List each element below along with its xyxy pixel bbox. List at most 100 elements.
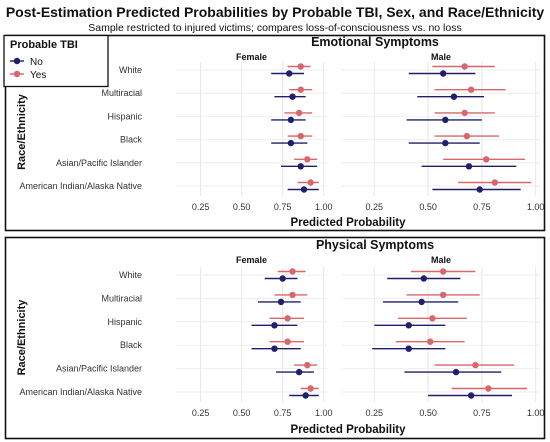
category-label: Asian/Pacific Islander	[56, 158, 142, 168]
data-point	[297, 163, 304, 170]
category-label: White	[119, 270, 142, 280]
data-point	[439, 268, 447, 275]
x-tick-label: 0.75	[473, 202, 491, 212]
category-label: Asian/Pacific Islander	[56, 364, 142, 374]
data-point	[307, 385, 314, 392]
facet-male: Male 0.25 0.50 0.75 1.00	[342, 255, 544, 418]
panel-emotional-symptoms: Emotional Symptoms Female 0.25 0.50 0.75 1.00…	[3, 34, 546, 232]
data-point	[304, 156, 311, 163]
x-tick-label: 0.25	[366, 408, 384, 418]
data-point	[439, 291, 447, 299]
facet-label: Female	[236, 52, 267, 62]
data-point	[279, 275, 286, 282]
data-point	[450, 93, 458, 100]
legend-swatch-point	[13, 57, 21, 65]
facet-male: Male 0.25 0.50 0.75 1.00	[342, 52, 544, 212]
legend-label-no: No	[30, 57, 43, 68]
chart-title: Post-Estimation Predicted Probabilities …	[5, 4, 545, 20]
legend: Probable TBI No Yes	[3, 34, 109, 88]
data-point	[295, 368, 303, 376]
category-label: White	[119, 65, 142, 75]
data-point	[304, 361, 311, 369]
x-tick-label: 0.50	[419, 202, 437, 212]
facet-label: Female	[236, 255, 267, 265]
data-point	[300, 186, 308, 193]
chart-subtitle: Sample restricted to injured victims; co…	[88, 22, 462, 34]
facet-female: Female 0.25 0.50 0.75 1.00	[176, 52, 332, 212]
category-label: Hispanic	[107, 317, 142, 327]
data-point	[461, 109, 468, 117]
data-point	[439, 70, 447, 77]
category-label: Multiracial	[101, 293, 142, 303]
category-label: Multiracial	[101, 88, 142, 98]
panel-title: Physical Symptoms	[316, 238, 434, 252]
panel-physical-symptoms: Physical Symptoms Female 0.25 0.50 0.75 1.00 M…	[4, 236, 546, 440]
legend-title: Probable TBI	[10, 39, 78, 51]
data-point	[461, 63, 468, 70]
x-tick-label: 0.50	[233, 202, 251, 212]
data-point	[491, 179, 499, 186]
x-tick-label: 1.00	[527, 202, 545, 212]
facet-female: Female 0.25 0.50 0.75 1.00	[176, 255, 332, 418]
x-tick-label: 1.00	[315, 408, 333, 418]
data-point	[427, 338, 434, 345]
facet-label: Male	[431, 52, 451, 62]
data-point	[289, 93, 296, 100]
data-point	[467, 86, 475, 93]
data-point	[284, 315, 291, 322]
data-point	[295, 109, 303, 117]
x-tick-label: 0.25	[192, 202, 210, 212]
data-point	[302, 392, 309, 399]
data-point	[467, 392, 475, 399]
data-point	[472, 361, 479, 369]
category-label: American Indian/Alaska Native	[19, 181, 142, 191]
x-axis-label: Predicted Probability	[290, 217, 406, 229]
data-point	[463, 132, 471, 140]
x-tick-label: 0.75	[473, 408, 491, 418]
data-point	[442, 116, 449, 124]
x-tick-label: 0.75	[274, 202, 292, 212]
legend-swatch-point	[13, 70, 21, 78]
x-tick-label: 0.75	[274, 408, 292, 418]
data-point	[452, 368, 460, 376]
y-axis-label: Race/Ethnicity	[16, 93, 28, 170]
data-point	[485, 385, 492, 392]
data-point	[465, 163, 473, 170]
data-point	[307, 179, 314, 186]
legend-label-yes: Yes	[30, 70, 46, 81]
category-label: Black	[120, 135, 143, 145]
data-point	[297, 132, 304, 140]
data-point	[429, 315, 436, 322]
data-point	[271, 345, 278, 352]
data-point	[482, 156, 490, 163]
x-axis-label: Predicted Probability	[290, 424, 406, 436]
data-point	[289, 268, 296, 275]
data-point	[271, 322, 278, 329]
data-point	[284, 338, 291, 345]
data-point	[297, 63, 304, 70]
facet-label: Male	[431, 255, 451, 265]
data-point	[418, 298, 425, 306]
data-point	[405, 322, 412, 329]
x-tick-label: 1.00	[315, 202, 333, 212]
y-axis-label: Race/Ethnicity	[16, 299, 28, 376]
x-tick-label: 0.25	[366, 202, 384, 212]
panel-border	[4, 34, 546, 232]
x-tick-label: 0.50	[233, 408, 251, 418]
data-point	[405, 345, 412, 352]
category-label: Black	[120, 340, 143, 350]
panel-border	[4, 236, 546, 440]
panel-title: Emotional Symptoms	[311, 35, 439, 49]
data-point	[297, 86, 304, 93]
data-point	[286, 70, 293, 77]
data-point	[289, 291, 296, 299]
x-tick-label: 0.50	[419, 408, 437, 418]
data-point	[287, 116, 295, 124]
data-point	[277, 298, 285, 306]
data-point	[287, 139, 295, 147]
category-label: Hispanic	[107, 111, 142, 121]
category-label: American Indian/Alaska Native	[19, 387, 142, 397]
data-point	[442, 139, 449, 147]
x-tick-label: 0.25	[192, 408, 210, 418]
data-point	[476, 186, 483, 193]
